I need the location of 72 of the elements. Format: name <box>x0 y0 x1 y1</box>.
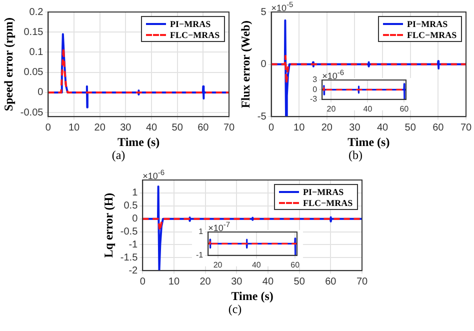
y-tick-label: 5 <box>260 6 267 18</box>
x-tick-label: 60 <box>198 122 210 134</box>
text: (a) <box>110 148 126 163</box>
y-tick-label: -2 <box>128 265 138 276</box>
legend-label: FLC−MRAS <box>170 30 220 40</box>
x-tick-label: 40 <box>146 122 158 134</box>
x-tick-label: 50 <box>294 276 306 288</box>
y-tick-label: 0.2 <box>29 6 44 18</box>
x-tick-label: 40 <box>262 276 274 288</box>
y-tick-label: -0.5 <box>120 226 138 238</box>
x-tick-label: 20 <box>326 104 336 114</box>
y-tick-label: 1 <box>132 188 138 199</box>
x-axis-title: Time (s) <box>118 134 160 149</box>
annotation: ×10$^{-5}$ <box>271 0 294 13</box>
x-tick-label: 0 <box>140 276 146 288</box>
legend-label: FLC−MRAS <box>407 30 457 40</box>
x-tick-label: 20 <box>94 122 106 134</box>
legend-label: PI−MRAS <box>170 18 211 28</box>
y-tick-label: 0.05 <box>24 67 44 78</box>
x-tick-label: 50 <box>404 122 416 134</box>
y-tick-label: 0.15 <box>24 26 44 38</box>
x-tick-label: 0 <box>268 122 275 134</box>
x-tick-label: 20 <box>200 276 212 288</box>
legend-label: FLC−MRAS <box>303 198 353 208</box>
x-tick-label: 70 <box>356 276 368 288</box>
x-tick-label: 30 <box>120 122 132 134</box>
y-tick-label: 0.1 <box>29 46 44 58</box>
x-tick-label: 30 <box>349 122 361 134</box>
x-tick-label: 30 <box>231 276 243 288</box>
x-tick-label: 70 <box>460 122 472 134</box>
y-axis-title: Speed error (rpm) <box>1 18 16 112</box>
x-tick-label: 0 <box>45 122 52 134</box>
y-tick-label: 0 <box>260 59 267 70</box>
text: (b) <box>348 148 364 163</box>
x-tick-label: 70 <box>223 122 235 134</box>
text: (c) <box>227 302 243 317</box>
y-tick-label: 0.5 <box>124 200 138 212</box>
y-axis-title: Flux error (Web) <box>238 20 252 108</box>
x-tick-label: 60 <box>325 276 337 288</box>
x-tick-label: 40 <box>376 122 389 134</box>
x-tick-label: 60 <box>400 104 410 114</box>
x-tick-label: 60 <box>290 260 300 270</box>
annotation: ×10$^{-6}$ <box>322 68 344 81</box>
y-tick-label: 0 <box>132 214 138 225</box>
y-tick-label: -1.5 <box>120 252 138 264</box>
y-tick-label: 0 <box>312 84 318 94</box>
x-tick-label: 10 <box>68 122 80 134</box>
x-tick-label: 40 <box>252 260 262 270</box>
y-tick-label: 0 <box>38 87 44 98</box>
x-tick-label: 40 <box>363 104 373 114</box>
x-axis-title: Time (s) <box>348 134 390 149</box>
x-tick-label: 60 <box>432 122 444 134</box>
x-tick-label: 20 <box>321 122 333 134</box>
legend-label: PI−MRAS <box>407 18 448 28</box>
y-tick-label: -1 <box>196 250 204 260</box>
annotation: ×10$^{-6}$ <box>142 168 165 181</box>
y-tick-label: 1 <box>198 227 204 236</box>
y-tick-label: -1 <box>128 239 138 250</box>
x-axis-title: Time (s) <box>231 288 274 303</box>
y-tick-label: 3 <box>312 75 318 84</box>
x-tick-label: 50 <box>172 122 184 134</box>
y-tick-label: -3 <box>310 94 318 104</box>
y-axis-title: Lq error (H) <box>101 192 116 258</box>
line-series <box>271 54 466 84</box>
y-tick-label: -5 <box>257 111 267 122</box>
line-series <box>48 47 229 94</box>
annotation: ×10$^{-7}$ <box>208 220 230 233</box>
x-tick-label: 20 <box>213 260 223 270</box>
x-tick-label: 10 <box>168 276 180 288</box>
legend-label: PI−MRAS <box>303 186 344 196</box>
x-tick-label: 10 <box>294 122 306 134</box>
y-tick-label: -0.05 <box>20 107 44 118</box>
